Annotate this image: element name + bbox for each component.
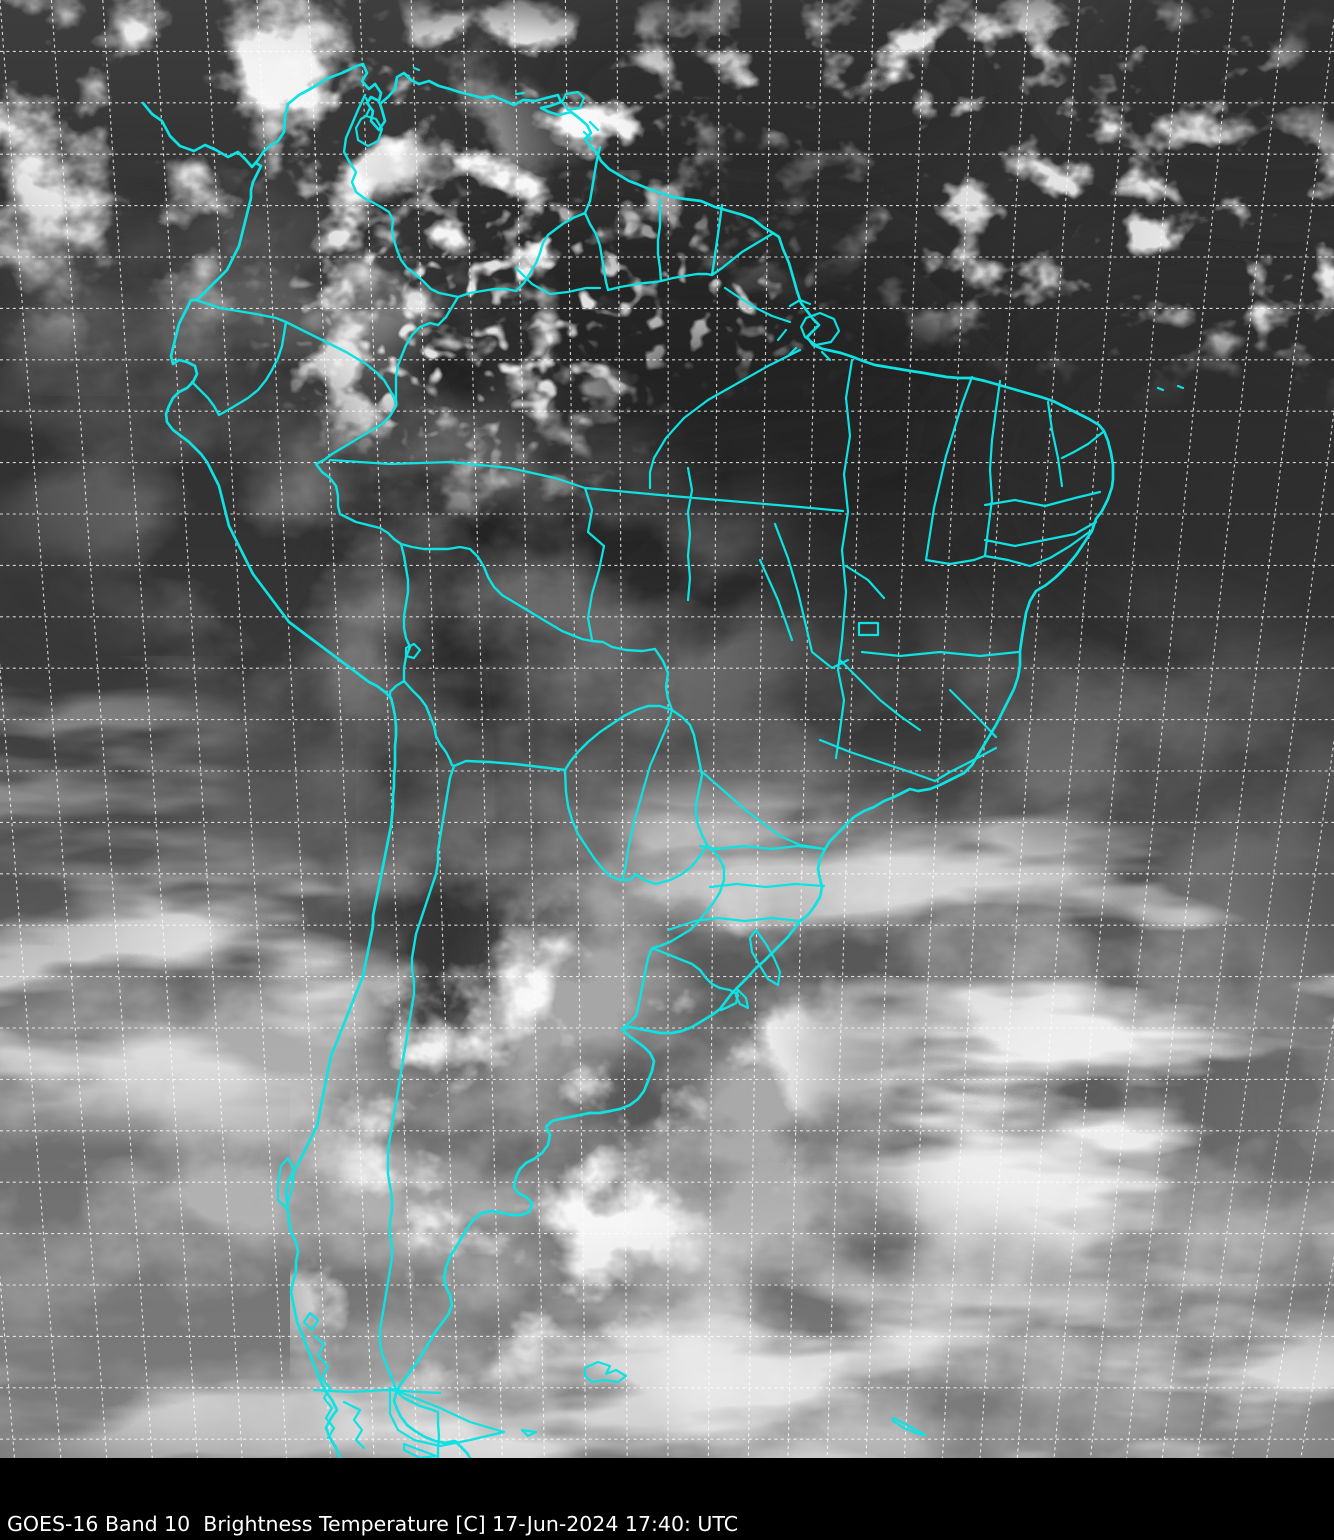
satellite-scene bbox=[0, 0, 1334, 1458]
borders-overlay bbox=[141, 62, 1185, 1458]
grid-line bbox=[1016, 0, 1132, 1458]
satellite-map-image bbox=[0, 0, 1334, 1458]
state-borders-path bbox=[328, 266, 1105, 932]
caption-bar: GOES-16 Band 10 Brightness Temperature [… bbox=[0, 1458, 1334, 1540]
grid-line bbox=[1196, 407, 1334, 1458]
grid-line bbox=[1090, 0, 1235, 1458]
grid-line bbox=[50, 0, 153, 1458]
grid-line bbox=[256, 0, 332, 1458]
grid-line bbox=[205, 0, 288, 1458]
country-borders-path bbox=[190, 93, 774, 1458]
islands-lakes-path bbox=[276, 66, 1185, 1458]
grid-line bbox=[979, 0, 1080, 1458]
grid-line bbox=[865, 0, 926, 1458]
grid-line bbox=[1053, 0, 1183, 1458]
grid-line bbox=[102, 0, 198, 1458]
grid-line bbox=[0, 0, 108, 1458]
grid-line bbox=[1266, 1016, 1334, 1458]
grid-line bbox=[941, 0, 1029, 1458]
grid-line bbox=[307, 0, 375, 1458]
grid-line bbox=[903, 0, 978, 1458]
grid-line bbox=[153, 0, 243, 1458]
grid-line bbox=[0, 660, 62, 1458]
grid-line bbox=[1161, 15, 1334, 1458]
grid-line bbox=[1126, 0, 1286, 1458]
latlon-grid-overlay bbox=[0, 0, 1334, 1458]
caption-text: GOES-16 Band 10 Brightness Temperature [… bbox=[7, 1512, 739, 1537]
